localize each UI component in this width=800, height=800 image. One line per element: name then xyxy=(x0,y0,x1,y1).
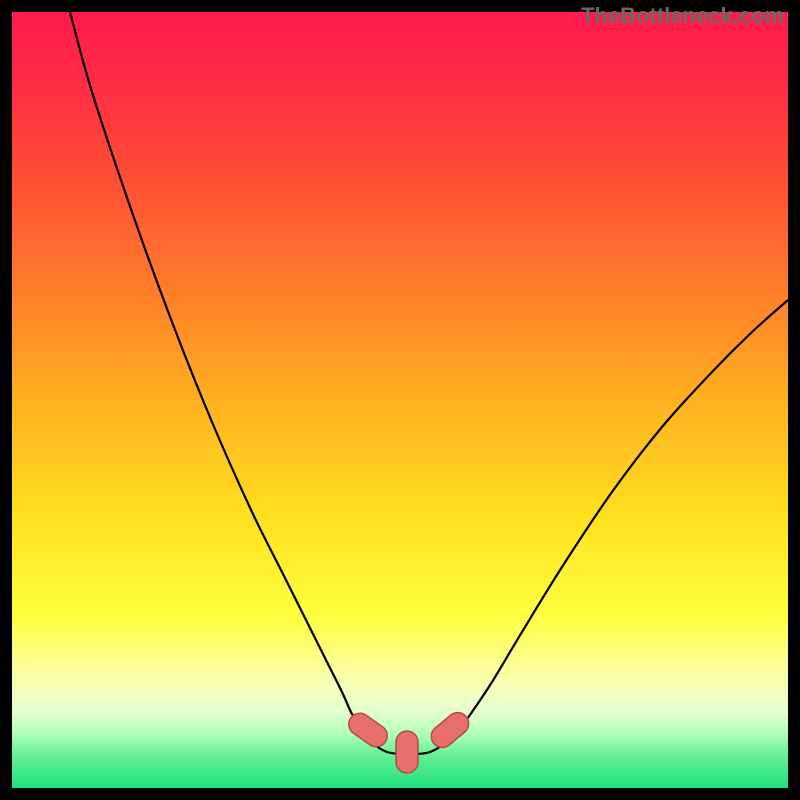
chart-svg xyxy=(12,12,788,788)
chart-plot-area xyxy=(12,12,788,788)
gradient-background xyxy=(12,12,788,788)
watermark-text: TheBottleneck.com xyxy=(581,3,784,29)
